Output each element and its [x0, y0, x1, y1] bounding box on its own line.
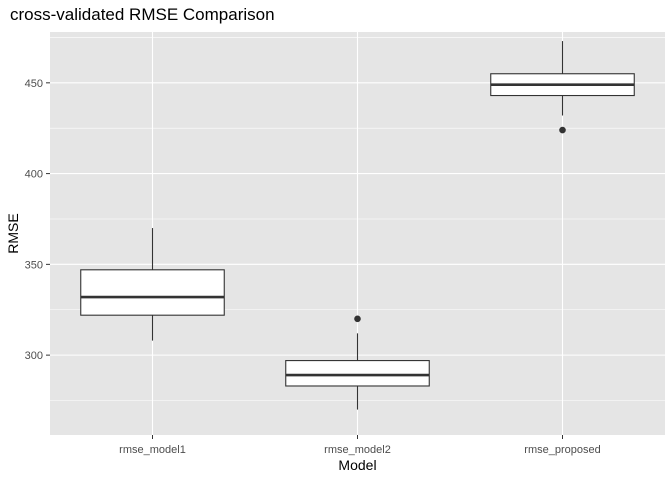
outlier-point [354, 315, 361, 323]
x-axis-ticks: rmse_model1 rmse_model2 rmse_proposed [119, 435, 601, 456]
box-rmse_proposed [490, 41, 635, 134]
box-rmse_model1 [80, 228, 225, 341]
x-tick-label: rmse_model1 [119, 444, 186, 456]
y-tick-label: 400 [25, 169, 43, 181]
box-series [80, 41, 635, 410]
chart-title: cross-validated RMSE Comparison [10, 5, 275, 24]
outlier-point [559, 126, 566, 134]
y-tick-label: 450 [25, 78, 43, 90]
y-axis-title: RMSE [5, 213, 21, 253]
box-iqr [285, 360, 430, 387]
box-iqr [80, 269, 225, 316]
x-tick-label: rmse_model2 [324, 444, 391, 456]
x-axis-title: Model [338, 457, 376, 473]
y-tick-label: 300 [25, 350, 43, 362]
y-tick-label: 350 [25, 259, 43, 271]
box-rmse_model2 [285, 315, 430, 410]
y-axis-ticks: 300 350 400 450 [25, 78, 50, 362]
x-tick-label: rmse_proposed [524, 444, 600, 456]
